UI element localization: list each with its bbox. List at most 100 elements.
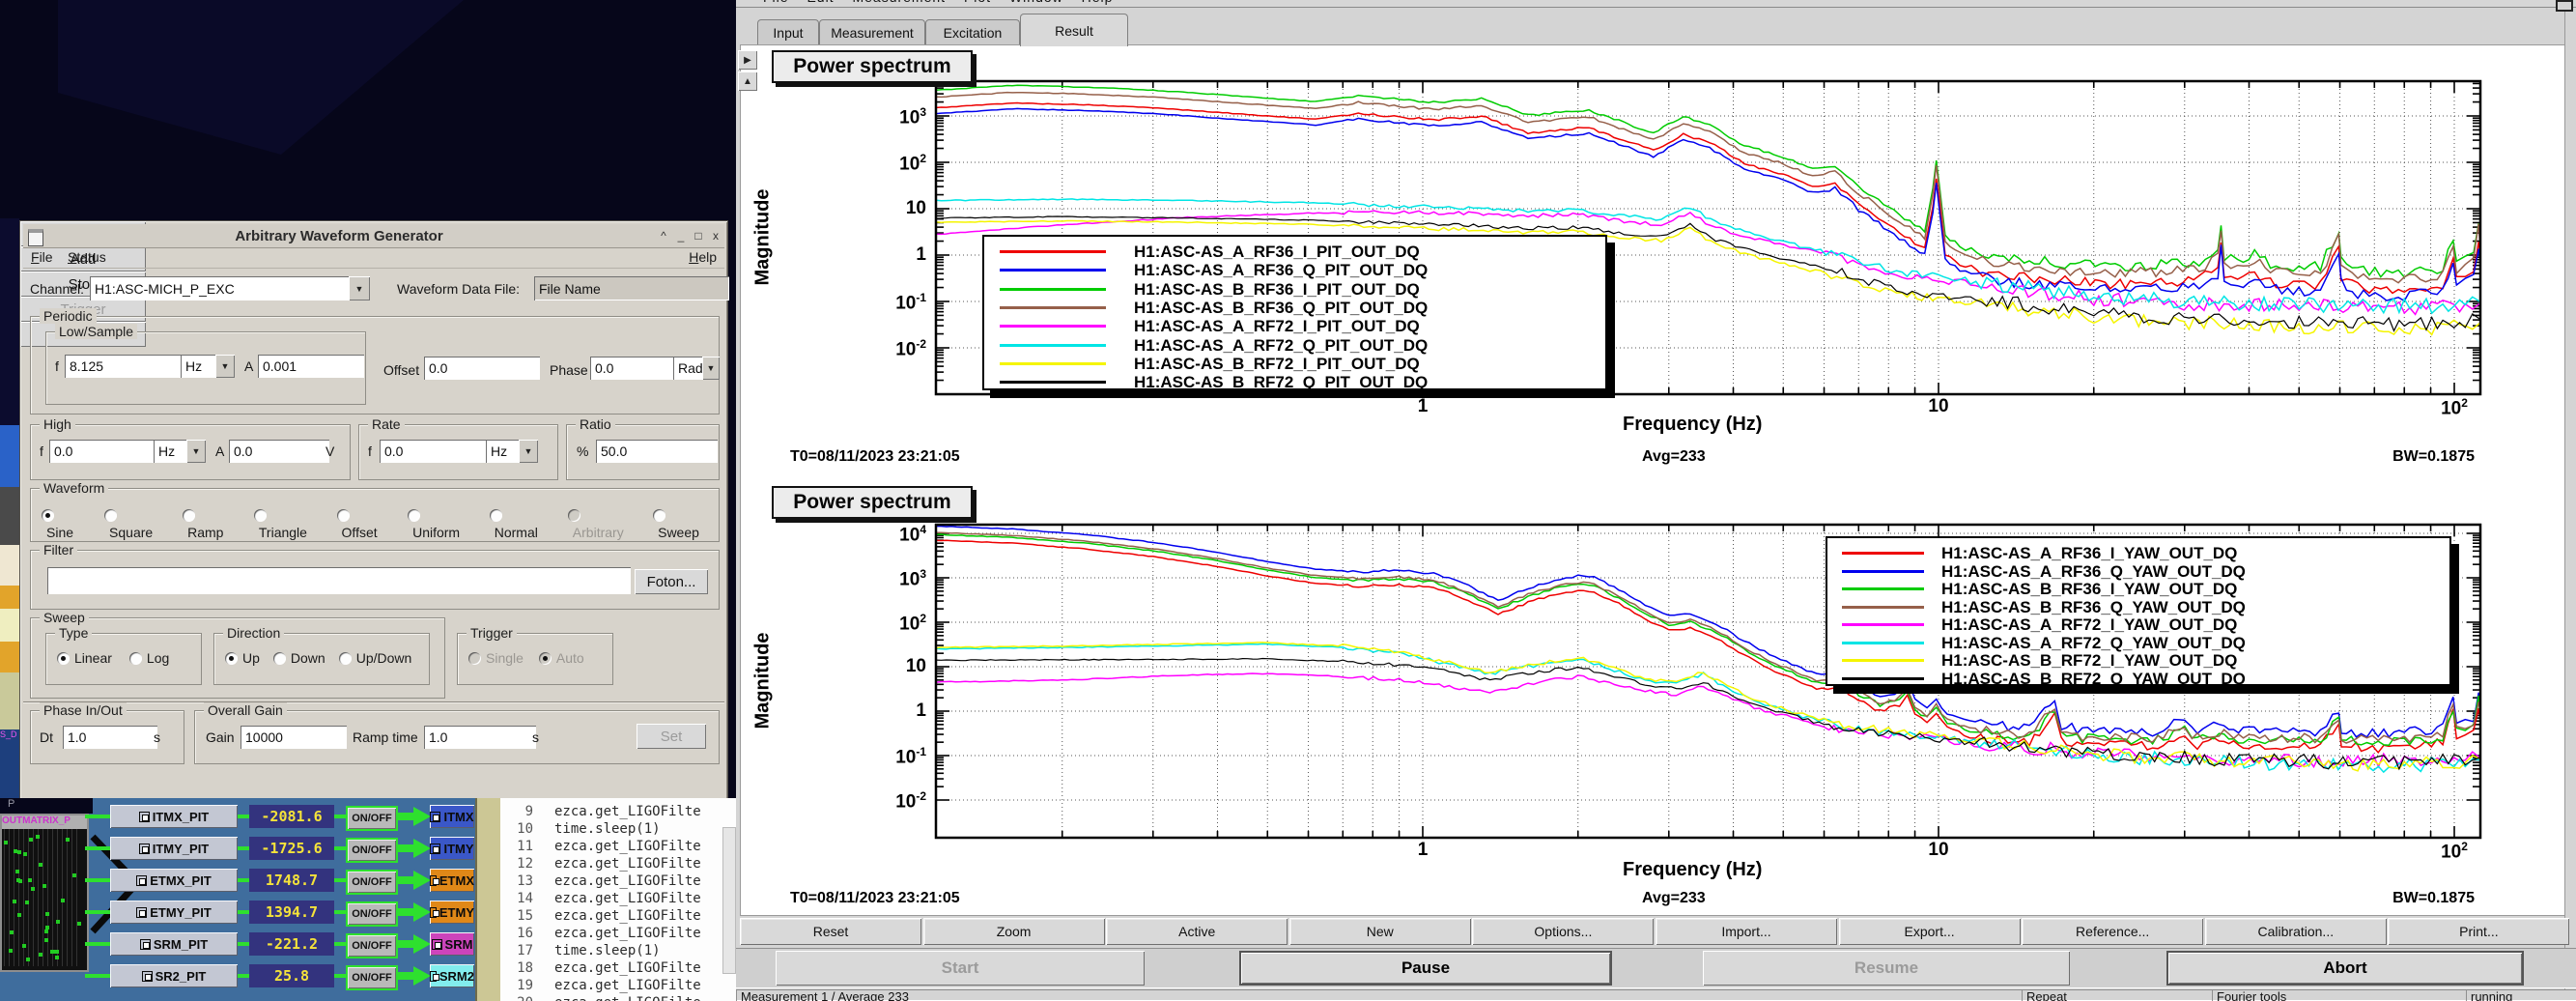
import-button[interactable]: Import...: [1656, 918, 1837, 945]
options-button[interactable]: Options...: [1472, 918, 1655, 945]
radio-label: Triangle: [258, 525, 307, 540]
filter-input[interactable]: [47, 567, 631, 594]
matrix-cell: [53, 950, 57, 954]
sweep-direction-down[interactable]: Down: [272, 650, 326, 668]
offset-field[interactable]: 0.0: [424, 357, 540, 380]
footer-bw: BW=0.1875: [2392, 448, 2475, 465]
signal-wire: [85, 815, 110, 818]
channel-button-etmx_pit[interactable]: ETMX_PIT: [110, 869, 238, 892]
print-button[interactable]: Print...: [2388, 918, 2570, 945]
phase-unit-combo-arrow[interactable]: ▼: [702, 357, 720, 380]
matrix-cell: [66, 838, 70, 842]
onoff-toggle[interactable]: ON/OFF: [346, 933, 398, 958]
terminal-scrollbar[interactable]: [722, 827, 736, 974]
channel-button-srm_pit[interactable]: SRM_PIT: [110, 932, 238, 956]
channel-combo-arrow[interactable]: ▼: [349, 276, 370, 300]
waveform-option-normal[interactable]: Normal: [489, 507, 547, 540]
waveform-option-sine[interactable]: Sine: [42, 507, 83, 540]
resume-button[interactable]: Resume: [1703, 951, 2070, 986]
calibration-button[interactable]: Calibration...: [2204, 918, 2387, 945]
sweep-type-linear[interactable]: Linear: [57, 650, 112, 668]
onoff-toggle[interactable]: ON/OFF: [346, 965, 398, 990]
related-display-button-etmx[interactable]: ETMX: [430, 869, 474, 892]
terminal-window[interactable]: 9 ezca.get_LIGOFilte 10 time.sleep(1) 11 ezca…: [500, 798, 736, 1001]
channel-button-itmx_pit[interactable]: ITMX_PIT: [110, 805, 238, 828]
reset-button[interactable]: Reset: [740, 918, 921, 945]
tab-input[interactable]: Input: [757, 19, 819, 45]
tab-excitation[interactable]: Excitation: [925, 19, 1020, 45]
awg-window-button-1[interactable]: _: [677, 229, 685, 243]
tab-measurement[interactable]: Measurement: [819, 19, 925, 45]
matrix-gridline: [4, 829, 5, 966]
high-f-field[interactable]: 0.0: [49, 440, 156, 463]
related-display-button-etmy[interactable]: ETMY: [430, 901, 474, 924]
low-f-field[interactable]: 8.125: [65, 355, 183, 378]
matrix-cell: [42, 884, 46, 888]
channel-button-etmy_pit[interactable]: ETMY_PIT: [110, 901, 238, 924]
high-a-field[interactable]: 0.0: [229, 440, 329, 463]
related-display-button-srm[interactable]: SRM: [430, 932, 474, 956]
related-display-button-itmy[interactable]: ITMY: [430, 837, 474, 860]
phase-inout-groupbox: Phase In/Out: [30, 702, 184, 764]
ramp-unit-label: s: [532, 729, 539, 745]
add-button[interactable]: Add: [20, 246, 146, 272]
sweep-type-log[interactable]: Log: [128, 650, 169, 668]
awg-menu-file[interactable]: File: [31, 249, 53, 265]
waveform-option-ramp[interactable]: Ramp: [183, 507, 233, 540]
reference-button[interactable]: Reference...: [2022, 918, 2204, 945]
related-display-icon: [136, 906, 148, 918]
rate-f-field[interactable]: 0.0: [380, 440, 488, 463]
related-display-button-itmx[interactable]: ITMX: [430, 805, 474, 828]
channel-button-itmy_pit[interactable]: ITMY_PIT: [110, 837, 238, 860]
dt-field[interactable]: 1.0: [63, 726, 157, 749]
gain-field[interactable]: 10000: [241, 726, 347, 749]
sweep-direction-up-down[interactable]: Up/Down: [338, 650, 411, 668]
low-a-field[interactable]: 0.001: [258, 355, 364, 378]
onoff-toggle[interactable]: ON/OFF: [346, 901, 398, 927]
new-button[interactable]: New: [1288, 918, 1471, 945]
ramp-time-field[interactable]: 1.0: [424, 726, 536, 749]
diaggui-menubar[interactable]: File Edit Measurement Plot Window Help: [736, 0, 2576, 8]
x-tick-label: 1: [1417, 396, 1429, 416]
onoff-toggle[interactable]: ON/OFF: [346, 838, 398, 863]
onoff-toggle[interactable]: ON/OFF: [346, 806, 398, 831]
pause-button[interactable]: Pause: [1239, 951, 1612, 986]
waveform-option-offset[interactable]: Offset: [336, 507, 387, 540]
pane-scroll-right-button[interactable]: ▶: [738, 50, 757, 70]
awg-menu-help[interactable]: Help: [689, 249, 717, 265]
low-unit-combo-arrow[interactable]: ▼: [215, 355, 235, 378]
start-button[interactable]: Start: [776, 951, 1145, 986]
output-matrix-panel[interactable]: OUTMATRIX_P: [0, 814, 89, 972]
waveform-file-field[interactable]: File Name: [534, 276, 729, 300]
waveform-option-sweep[interactable]: Sweep: [653, 507, 708, 540]
dt-unit-label: s: [154, 729, 160, 745]
x-axis-label: Frequency (Hz): [1623, 859, 1763, 880]
export-button[interactable]: Export...: [1838, 918, 2021, 945]
phase-field[interactable]: 0.0: [590, 357, 679, 380]
zoom-button[interactable]: Zoom: [922, 918, 1105, 945]
awg-window-button-0[interactable]: ^: [661, 229, 666, 243]
foton-button[interactable]: Foton...: [635, 569, 708, 594]
waveform-option-uniform[interactable]: Uniform: [408, 507, 468, 540]
high-unit-combo-arrow[interactable]: ▼: [186, 440, 206, 463]
awg-window-button-2[interactable]: □: [694, 229, 702, 243]
legend-entry: H1:ASC-AS_A_RF36_Q_PIT_OUT_DQ: [984, 261, 1605, 279]
channel-combobox[interactable]: H1:ASC-MICH_P_EXC: [90, 276, 358, 300]
active-button[interactable]: Active: [1106, 918, 1288, 945]
related-display-button-srm2[interactable]: SRM2: [430, 964, 474, 987]
awg-titlebar[interactable]: Arbitrary Waveform Generator ^ _ □ x: [23, 224, 724, 248]
rate-unit-combo-arrow[interactable]: ▼: [519, 440, 538, 463]
awg-window-button-3[interactable]: x: [713, 229, 719, 243]
onoff-toggle[interactable]: ON/OFF: [346, 870, 398, 895]
waveform-option-square[interactable]: Square: [104, 507, 161, 540]
low-a-value: 0.001: [263, 358, 297, 374]
set-button[interactable]: Set: [637, 724, 706, 749]
pane-scroll-up-button[interactable]: ▲: [738, 72, 757, 91]
abort-button[interactable]: Abort: [2166, 951, 2524, 986]
ratio-field[interactable]: 50.0: [596, 440, 718, 463]
sweep-direction-up[interactable]: Up: [225, 650, 260, 668]
waveform-option-triangle[interactable]: Triangle: [253, 507, 316, 540]
tab-result[interactable]: Result: [1020, 14, 1128, 46]
awg-menu-status[interactable]: Status: [68, 249, 106, 265]
channel-button-sr2_pit[interactable]: SR2_PIT: [110, 964, 238, 987]
